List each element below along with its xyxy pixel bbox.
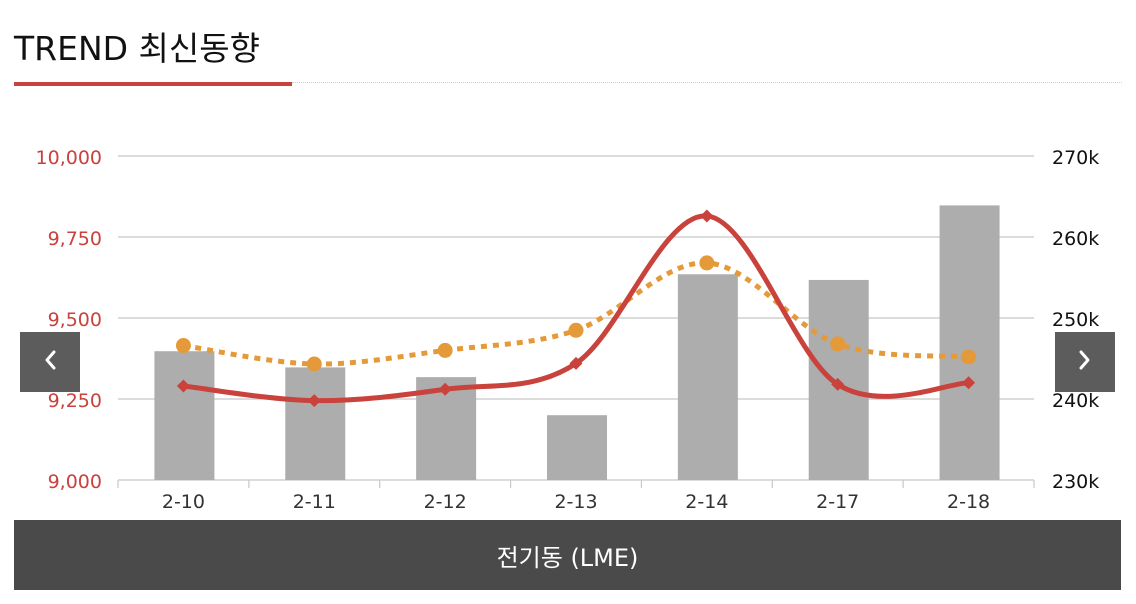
- next-button[interactable]: [1055, 332, 1115, 392]
- price-point-2-13: [569, 356, 583, 370]
- right-axis-label: 260k: [1052, 228, 1099, 250]
- bar-2-11: [285, 367, 346, 480]
- x-axis-label: 2-17: [816, 491, 859, 513]
- bar-2-14: [677, 274, 738, 480]
- x-axis-label: 2-18: [947, 491, 990, 513]
- x-axis-label: 2-12: [424, 491, 467, 513]
- average-point-2-17: [830, 336, 846, 352]
- right-axis-label: 230k: [1052, 471, 1099, 493]
- left-axis-label: 10,000: [36, 147, 102, 169]
- x-axis-label: 2-14: [685, 491, 728, 513]
- chevron-right-icon: [1078, 349, 1092, 375]
- price-point-2-10: [176, 379, 190, 393]
- prev-button[interactable]: [20, 332, 80, 392]
- right-axis-label: 270k: [1052, 147, 1099, 169]
- average-point-2-13: [568, 322, 584, 338]
- price-point-2-14: [700, 209, 714, 223]
- bar-2-18: [939, 205, 1000, 480]
- right-axis-label: 250k: [1052, 309, 1099, 331]
- title-divider: [292, 82, 1122, 83]
- average-point-2-11: [306, 356, 322, 372]
- chevron-left-icon: [43, 349, 57, 375]
- commodity-label-bar: 전기동 (LME): [14, 520, 1121, 590]
- average-point-2-14: [699, 255, 715, 271]
- left-axis-label: 9,000: [48, 471, 102, 493]
- page-title: TREND 최신동향: [14, 29, 260, 68]
- title-underline: [14, 82, 292, 86]
- bar-2-10: [154, 351, 215, 480]
- price-point-2-17: [831, 377, 845, 391]
- average-point-2-12: [437, 342, 453, 358]
- price-point-2-11: [307, 394, 321, 408]
- price-point-2-12: [438, 382, 452, 396]
- x-axis-label: 2-10: [162, 491, 205, 513]
- x-axis-label: 2-13: [554, 491, 597, 513]
- left-axis-label: 9,250: [48, 390, 102, 412]
- x-axis-label: 2-11: [293, 491, 336, 513]
- left-axis-label: 9,750: [48, 228, 102, 250]
- right-axis-label: 240k: [1052, 390, 1099, 412]
- average-point-2-18: [961, 349, 977, 365]
- average-point-2-10: [175, 338, 191, 354]
- trend-chart: 9,000 9,250 9,500 9,750 10,000 230k 240k 250k 26…: [36, 147, 1100, 513]
- bar-2-13: [547, 415, 607, 480]
- commodity-label: 전기동 (LME): [496, 543, 639, 572]
- left-axis-label: 9,500: [48, 309, 102, 331]
- price-point-2-18: [962, 376, 976, 390]
